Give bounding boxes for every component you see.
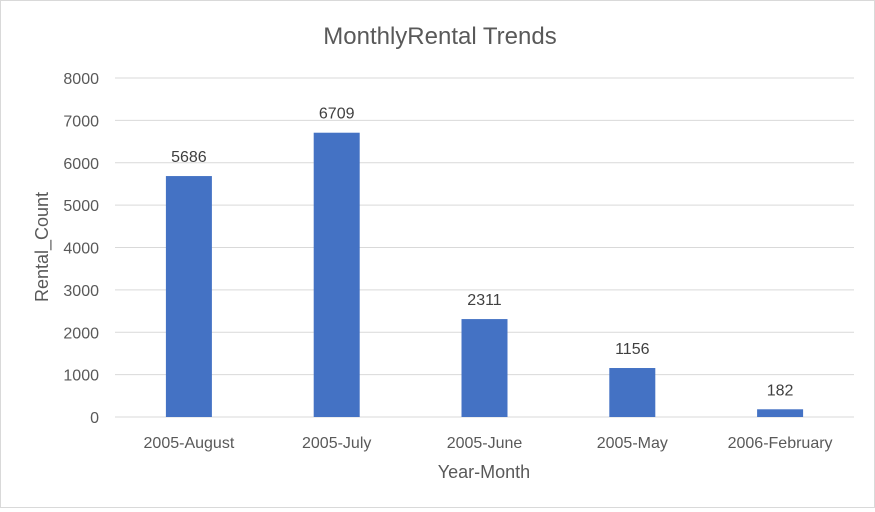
- y-tick-label: 4000: [63, 241, 99, 258]
- bar: [461, 319, 508, 417]
- y-tick-label: 2000: [63, 325, 99, 342]
- data-label: 5686: [171, 149, 207, 166]
- x-tick-label: 2005-August: [144, 435, 235, 452]
- x-axis-title: Year-Month: [438, 462, 530, 482]
- y-tick-label: 1000: [63, 368, 99, 385]
- y-tick-label: 5000: [63, 198, 99, 215]
- bars: [165, 132, 804, 418]
- x-tick-label: 2005-May: [597, 435, 668, 452]
- bar: [165, 176, 212, 417]
- y-axis-ticks: 0 1000 2000 3000 4000 5000 6000 7000 8000: [63, 71, 99, 427]
- y-tick-label: 6000: [63, 156, 99, 173]
- data-label: 2311: [467, 292, 502, 309]
- x-tick-label: 2005-July: [302, 435, 371, 452]
- gridlines: [115, 77, 854, 418]
- x-tick-label: 2005-June: [447, 435, 523, 452]
- y-tick-label: 3000: [63, 283, 99, 300]
- data-label: 6709: [319, 106, 355, 123]
- bar: [757, 409, 804, 417]
- y-tick-label: 7000: [63, 113, 99, 130]
- data-labels: 5686 6709 2311 1156 182: [171, 106, 793, 400]
- chart-title: MonthlyRental Trends: [323, 23, 556, 50]
- x-tick-label: 2006-February: [728, 435, 833, 452]
- data-label: 182: [767, 382, 794, 399]
- bar: [609, 368, 656, 417]
- y-tick-label: 8000: [63, 71, 99, 88]
- y-tick-label: 0: [90, 410, 99, 427]
- y-axis-title: Rental_Count: [32, 192, 53, 302]
- x-axis-ticks: 2005-August 2005-July 2005-June 2005-May 200…: [144, 435, 833, 452]
- data-label: 1156: [615, 341, 650, 358]
- bar: [313, 132, 360, 418]
